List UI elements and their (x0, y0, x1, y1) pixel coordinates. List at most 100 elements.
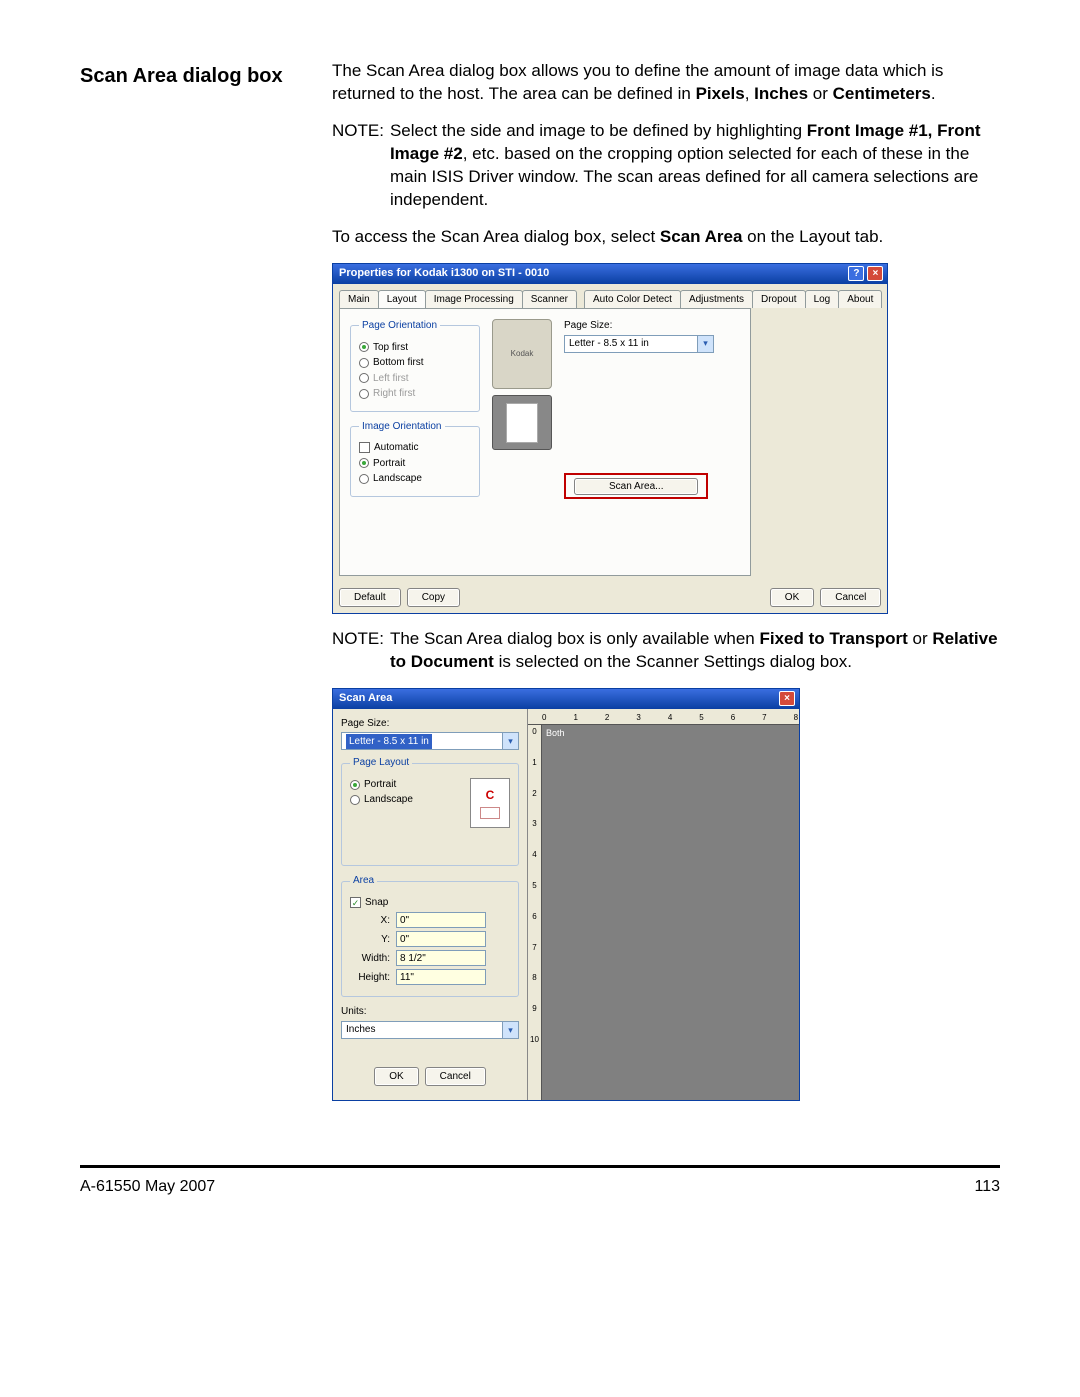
default-button[interactable]: Default (339, 588, 401, 608)
check-snap[interactable]: ✓Snap (350, 896, 510, 910)
ruler-tick: 0 (532, 727, 536, 738)
ruler-tick: 9 (532, 1004, 536, 1015)
tab-about[interactable]: About (838, 290, 882, 309)
ok-button[interactable]: OK (770, 588, 814, 608)
access-pre: To access the Scan Area dialog box, sele… (332, 227, 660, 246)
radio-top-first[interactable]: Top first (359, 341, 471, 355)
radio-icon (359, 389, 369, 399)
copy-button[interactable]: Copy (407, 588, 460, 608)
radio-portrait[interactable]: Portrait (359, 457, 471, 471)
height-input[interactable]: 11" (396, 969, 486, 985)
footer-right: 113 (974, 1176, 1000, 1198)
checkbox-icon (359, 442, 370, 453)
radio-icon (359, 474, 369, 484)
tab-log[interactable]: Log (805, 290, 840, 309)
scanner-brand-label: Kodak (511, 349, 534, 360)
page-layout-group: Page Layout Portrait Landscape C (341, 756, 519, 866)
intro-b1: Pixels (696, 84, 745, 103)
ruler-tick: 7 (532, 943, 536, 954)
ruler-tick: 10 (530, 1035, 539, 1046)
ruler-tick: 3 (636, 713, 640, 724)
note2-mid: or (908, 629, 933, 648)
area-group: Area ✓Snap X: 0" Y: 0" Width: 8 1/2" Height… (341, 874, 519, 997)
ruler-vertical: 0 1 2 3 4 5 6 7 8 9 10 (528, 725, 542, 1101)
checkbox-checked-icon: ✓ (350, 897, 361, 908)
width-label: Width: (350, 952, 390, 966)
area-legend: Area (350, 874, 377, 888)
ruler-tick: 2 (532, 789, 536, 800)
scan-area-title: Scan Area (339, 691, 392, 706)
radio-landscape[interactable]: Landscape (359, 472, 471, 486)
page-size-value: Letter - 8.5 x 11 in (569, 337, 649, 351)
intro-paragraph: The Scan Area dialog box allows you to d… (332, 60, 1000, 106)
properties-titlebar: Properties for Kodak i1300 on STI - 0010… (333, 264, 887, 284)
note2-b1: Fixed to Transport (759, 629, 907, 648)
access-b: Scan Area (660, 227, 743, 246)
intro-b3: Centimeters (833, 84, 931, 103)
width-input[interactable]: 8 1/2" (396, 950, 486, 966)
tab-scanner[interactable]: Scanner (522, 290, 577, 309)
ruler-tick: 1 (532, 758, 536, 769)
cancel-button[interactable]: Cancel (820, 588, 881, 608)
ruler-tick: 4 (532, 850, 536, 861)
radio-bottom-first-label: Bottom first (373, 356, 424, 370)
both-label: Both (546, 727, 565, 739)
note1-post: , etc. based on the cropping option sele… (390, 144, 978, 209)
tab-adjustments[interactable]: Adjustments (680, 290, 753, 309)
chevron-down-icon: ▾ (502, 1022, 518, 1038)
ruler-tick: 4 (668, 713, 672, 724)
ruler-tick: 2 (605, 713, 609, 724)
tab-auto-color-detect[interactable]: Auto Color Detect (584, 290, 681, 309)
check-automatic[interactable]: Automatic (359, 441, 471, 455)
close-icon[interactable]: × (867, 266, 883, 281)
sa-page-size-label: Page Size: (341, 717, 519, 731)
scanner-illustration: Kodak (492, 319, 552, 389)
y-label: Y: (350, 933, 390, 947)
tab-main[interactable]: Main (339, 290, 379, 309)
ruler-tick: 1 (573, 713, 577, 724)
x-input[interactable]: 0" (396, 912, 486, 928)
radio-left-first-label: Left first (373, 372, 409, 386)
radio-icon (359, 358, 369, 368)
chevron-down-icon: ▾ (697, 336, 713, 352)
layout-tab-body: Page Orientation Top first Bottom first … (339, 308, 751, 576)
note1-label: NOTE: (332, 120, 384, 212)
sa-page-size-value: Letter - 8.5 x 11 in (346, 734, 432, 750)
radio-bottom-first[interactable]: Bottom first (359, 356, 471, 370)
radio-sa-landscape-label: Landscape (364, 793, 413, 807)
radio-dot-icon (359, 458, 369, 468)
units-value: Inches (346, 1023, 375, 1037)
ruler-tick: 5 (699, 713, 703, 724)
monitor-illustration (492, 395, 552, 450)
section-heading: Scan Area dialog box (80, 60, 310, 90)
note-1: NOTE: Select the side and image to be de… (332, 120, 1000, 212)
check-automatic-label: Automatic (374, 441, 418, 455)
scan-preview-area[interactable]: 0 1 2 3 4 5 6 7 8 0 1 2 3 (528, 709, 799, 1101)
intro-b2: Inches (754, 84, 808, 103)
y-input[interactable]: 0" (396, 931, 486, 947)
chevron-down-icon: ▾ (502, 733, 518, 749)
units-select[interactable]: Inches ▾ (341, 1021, 519, 1039)
scan-area-button[interactable]: Scan Area... (574, 478, 698, 495)
page-orientation-group: Page Orientation Top first Bottom first … (350, 319, 480, 412)
page-footer: A-61550 May 2007 113 (80, 1165, 1000, 1198)
x-label: X: (350, 914, 390, 928)
sa-ok-button[interactable]: OK (374, 1067, 418, 1087)
ruler-tick: 6 (532, 912, 536, 923)
radio-portrait-label: Portrait (373, 457, 405, 471)
radio-sa-portrait-label: Portrait (364, 778, 396, 792)
help-icon[interactable]: ? (848, 266, 864, 281)
tab-dropout[interactable]: Dropout (752, 290, 806, 309)
properties-title: Properties for Kodak i1300 on STI - 0010 (339, 266, 549, 281)
radio-right-first: Right first (359, 387, 471, 401)
page-size-select[interactable]: Letter - 8.5 x 11 in ▾ (564, 335, 714, 353)
tab-layout[interactable]: Layout (378, 290, 426, 309)
image-orientation-group: Image Orientation Automatic Portrait Lan… (350, 420, 480, 497)
height-label: Height: (350, 971, 390, 985)
sa-cancel-button[interactable]: Cancel (425, 1067, 486, 1087)
close-icon[interactable]: × (779, 691, 795, 706)
sa-page-size-select[interactable]: Letter - 8.5 x 11 in ▾ (341, 732, 519, 750)
tab-image-processing[interactable]: Image Processing (425, 290, 523, 309)
access-paragraph: To access the Scan Area dialog box, sele… (332, 226, 1000, 249)
radio-landscape-label: Landscape (373, 472, 422, 486)
